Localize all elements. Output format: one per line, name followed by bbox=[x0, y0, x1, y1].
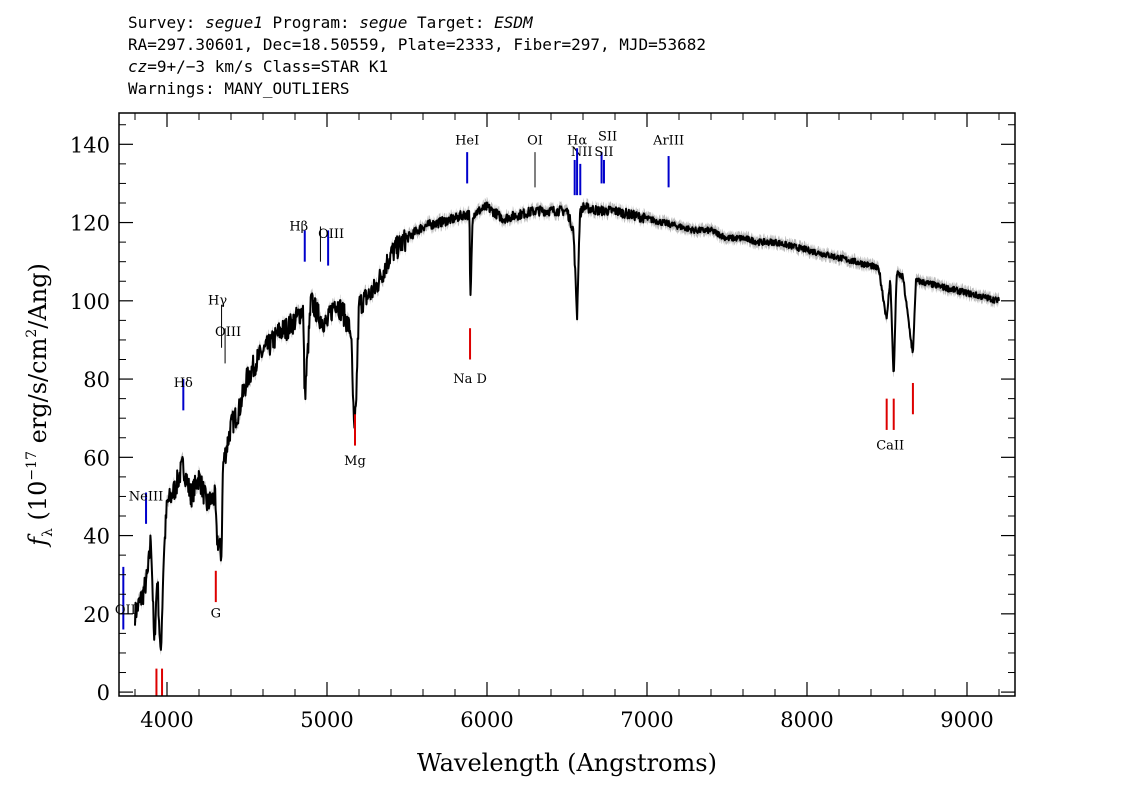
y-tick-label: 40 bbox=[83, 525, 110, 549]
emission-line-label: OI bbox=[527, 133, 543, 148]
emission-line-label: HeI bbox=[455, 133, 479, 148]
emission-line-label: Hγ bbox=[208, 294, 227, 309]
x-tick-label: 7000 bbox=[620, 708, 673, 732]
emission-line-label: SII bbox=[598, 129, 617, 144]
header-line-survey: Survey: segue1 Program: segue Target: ES… bbox=[128, 12, 706, 34]
absorption-line-label: G bbox=[211, 607, 221, 622]
target-label: Target: bbox=[417, 13, 485, 32]
axis-tick-labels: 4000 5000 6000 7000 8000 9000 0 20 40 60 80 100 120 1… bbox=[70, 133, 994, 732]
x-tick-label: 6000 bbox=[460, 708, 513, 732]
header-line-redshift: cz=9+/−3 km/s Class=STAR K1 bbox=[128, 56, 706, 78]
x-tick-label: 4000 bbox=[140, 708, 193, 732]
program-label: Program: bbox=[272, 13, 350, 32]
x-tick-label: 9000 bbox=[940, 708, 993, 732]
emission-line-label: OII bbox=[115, 603, 136, 618]
survey-value: segue1 bbox=[205, 13, 263, 32]
header-line-warnings: Warnings: MANY_OUTLIERS bbox=[128, 79, 350, 98]
emission-line-label: OIII bbox=[215, 325, 241, 340]
emission-line-label: SII bbox=[594, 145, 613, 160]
y-tick-label: 60 bbox=[83, 446, 110, 470]
y-tick-label: 20 bbox=[83, 603, 110, 627]
emission-line-label: Hβ bbox=[289, 219, 308, 234]
emission-line-label: Hδ bbox=[174, 376, 193, 391]
absorption-line-label: Na D bbox=[453, 372, 487, 387]
y-tick-label: 100 bbox=[70, 290, 110, 314]
axis-ticks bbox=[119, 113, 1015, 696]
cz-label: cz bbox=[128, 57, 148, 76]
x-tick-label: 5000 bbox=[300, 708, 353, 732]
spectrum-series bbox=[134, 201, 1000, 651]
plot-frame bbox=[118, 112, 1016, 697]
spectrum-line bbox=[134, 201, 1000, 651]
x-tick-label: 8000 bbox=[780, 708, 833, 732]
emission-line-label: Hα bbox=[567, 133, 587, 148]
emission-line-label: NeIII bbox=[129, 489, 163, 504]
y-tick-label: 140 bbox=[70, 133, 110, 157]
emission-line-label: OIII bbox=[318, 227, 344, 242]
target-value: ESDM bbox=[494, 13, 533, 32]
absorption-line-label: Mg bbox=[344, 454, 366, 469]
x-axis-title: Wavelength (Angstroms) bbox=[417, 749, 717, 777]
spectrum-header: Survey: segue1 Program: segue Target: ES… bbox=[128, 12, 706, 100]
y-axis-title: fλ (10−17 erg/s/cm2/Ang) bbox=[24, 263, 56, 548]
program-value: segue bbox=[359, 13, 408, 32]
emission-line-label: ArIII bbox=[652, 133, 684, 148]
header-line-coordinates: RA=297.30601, Dec=18.50559, Plate=2333, … bbox=[128, 35, 706, 54]
y-tick-label: 0 bbox=[97, 681, 110, 705]
absorption-line-label: CaII bbox=[876, 438, 904, 453]
survey-label: Survey: bbox=[128, 13, 196, 32]
y-tick-label: 120 bbox=[70, 212, 110, 236]
redshift-class-text: =9+/−3 km/s Class=STAR K1 bbox=[147, 57, 389, 76]
y-tick-label: 80 bbox=[83, 368, 110, 392]
